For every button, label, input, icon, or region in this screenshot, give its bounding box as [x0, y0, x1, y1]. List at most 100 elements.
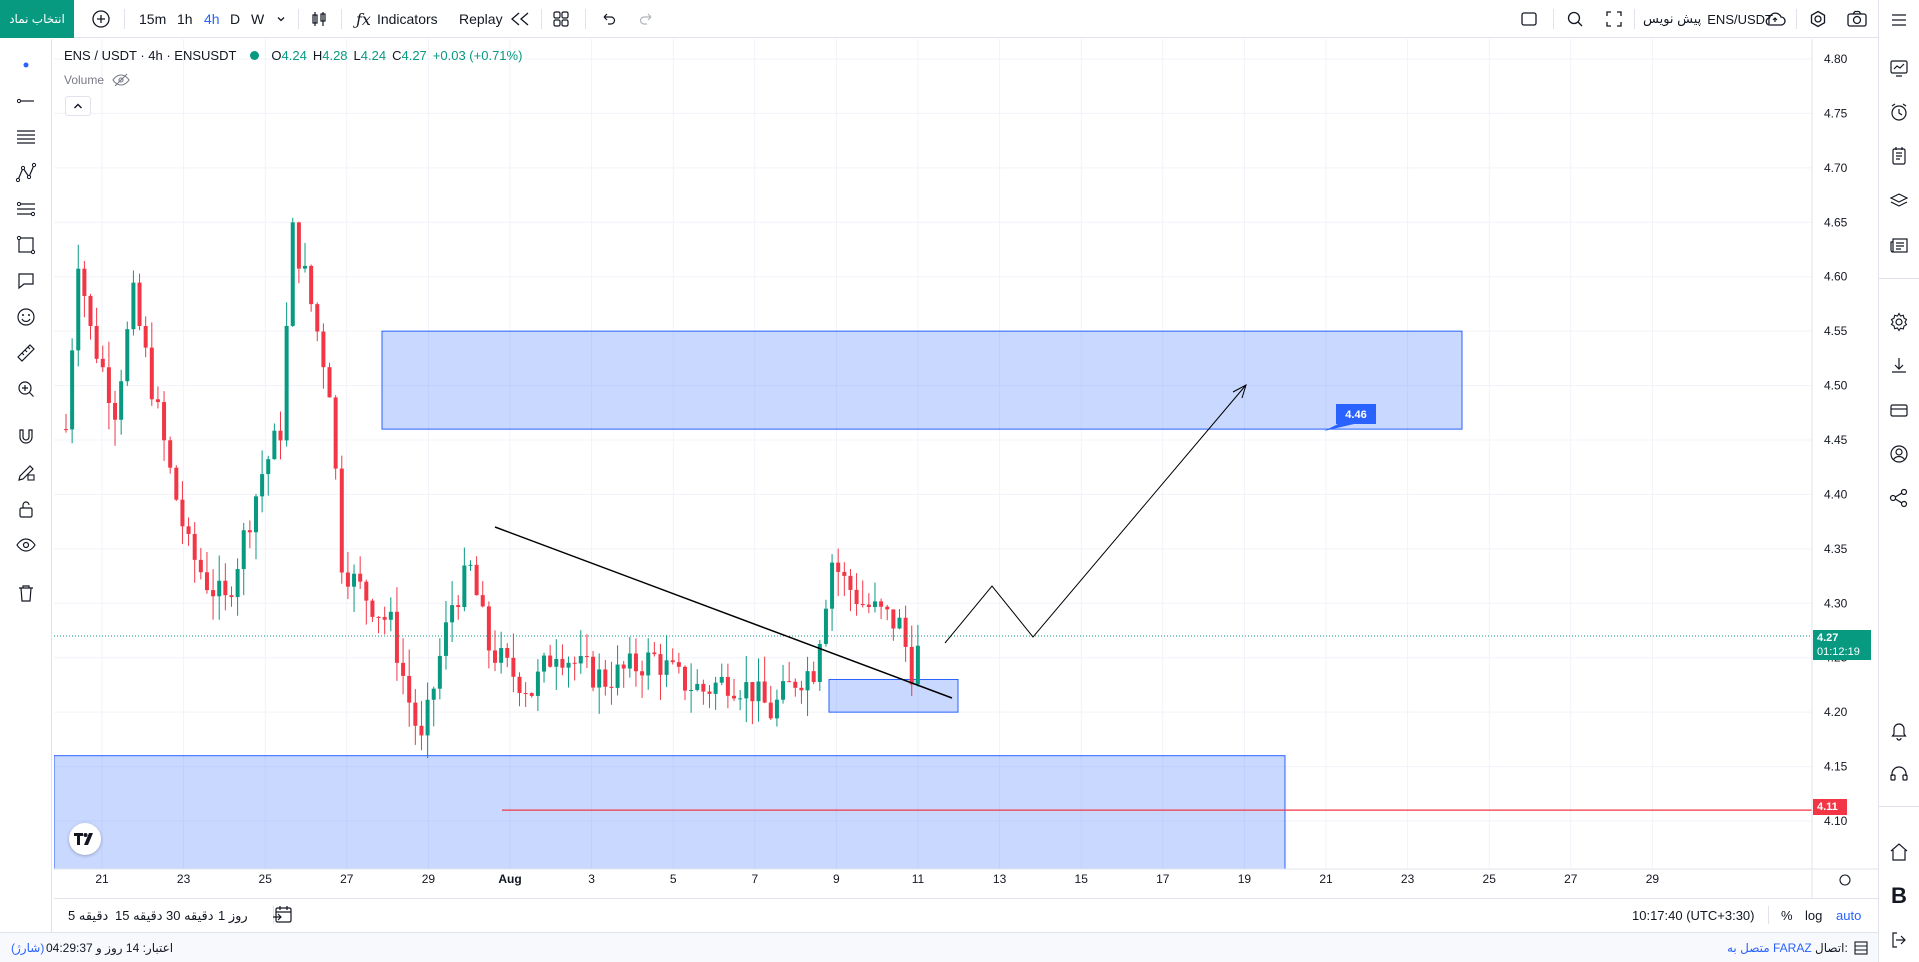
candle-body [419, 725, 424, 736]
replay-label: Replay [459, 11, 503, 27]
range-1d[interactable]: 1 روز [218, 908, 248, 923]
expand-button[interactable] [1604, 0, 1624, 38]
notes-button[interactable] [1885, 142, 1913, 170]
x-tick-label: 3 [588, 872, 595, 886]
candle-body [186, 526, 191, 534]
plus-circle-icon [92, 10, 110, 28]
x-tick-label: Aug [498, 872, 521, 886]
candle-body [125, 329, 130, 382]
symbol-select-button[interactable]: انتخاب نماد [0, 0, 74, 38]
timeframe-d[interactable]: D [230, 11, 241, 27]
news-button[interactable] [1885, 231, 1913, 259]
rewind-icon [510, 12, 529, 26]
price-chart[interactable]: 4.46 4.80 4.75 4.70 4.65 4.60 4.55 4.50 4.45 4.4… [54, 39, 1878, 898]
timeframe-1h[interactable]: 1h [177, 11, 193, 27]
layers-button[interactable] [1885, 187, 1913, 215]
eye-off-icon[interactable] [112, 73, 130, 87]
candle-body [879, 601, 884, 607]
ruler-icon [17, 344, 35, 362]
redo-button[interactable] [638, 0, 656, 38]
auto-toggle[interactable]: auto [1836, 908, 1862, 923]
candle-body [817, 643, 822, 683]
range-30m[interactable]: 30 دقیقه [166, 908, 214, 923]
candle-body [290, 222, 295, 326]
add-symbol-button[interactable] [90, 0, 112, 38]
chart-type-button[interactable] [309, 0, 329, 38]
download-icon [1892, 358, 1906, 373]
legend-change: +0.03 (+0.71%) [432, 48, 523, 63]
range-15m[interactable]: 15 دقیقه [115, 908, 163, 923]
tradingview-logo[interactable] [69, 823, 101, 855]
zoom-tool[interactable] [12, 375, 40, 403]
magnet-tool[interactable] [12, 423, 40, 451]
ruler-tool[interactable] [12, 339, 40, 367]
collapse-legend-button[interactable] [65, 96, 91, 116]
timeframe-15m[interactable]: 15m [139, 11, 167, 27]
undo-button[interactable] [599, 0, 617, 38]
search-zoom-icon [1567, 11, 1583, 27]
layout-button[interactable] [551, 0, 571, 38]
lock-tool[interactable] [12, 495, 40, 523]
screenshot-button[interactable] [1846, 0, 1868, 38]
chart-settings-button[interactable] [1808, 0, 1828, 38]
draw-mode-tool[interactable] [12, 459, 40, 487]
drawings-layer[interactable]: 4.46 [54, 383, 1812, 811]
callout-tool[interactable] [12, 267, 40, 295]
trend-line [494, 526, 953, 699]
candle-body [732, 695, 737, 699]
save-cloud-button[interactable] [1763, 0, 1787, 38]
broker-button[interactable]: B [1885, 882, 1913, 910]
settings-button[interactable] [1885, 308, 1913, 336]
undo-icon [603, 13, 616, 25]
share-button[interactable] [1885, 484, 1913, 512]
candle-body [376, 616, 381, 618]
watchlist-button[interactable] [1885, 54, 1913, 82]
download-button[interactable] [1885, 352, 1913, 380]
candle-body [529, 693, 534, 696]
wallet-button[interactable] [1885, 396, 1913, 424]
profile-button[interactable] [1885, 440, 1913, 468]
candle-body [333, 397, 338, 469]
alerts-button[interactable] [1885, 98, 1913, 126]
candle-body [793, 681, 798, 688]
replay-button[interactable]: Replay [459, 0, 531, 38]
rectangle-tool[interactable] [12, 231, 40, 259]
candle-body [554, 659, 559, 667]
emoji-tool[interactable] [12, 303, 40, 331]
timeframe-4h[interactable]: 4h [204, 11, 220, 27]
goto-date-button[interactable] [272, 905, 294, 928]
visibility-tool[interactable] [12, 531, 40, 559]
candle-body [627, 653, 632, 669]
timeframe-dropdown[interactable] [275, 0, 287, 38]
range-5m[interactable]: 5 دقیقه [68, 908, 109, 923]
home-icon [1890, 843, 1908, 861]
remove-drawings-tool[interactable] [12, 579, 40, 607]
calendar-arrow-icon [273, 906, 292, 923]
notifications-button[interactable] [1885, 716, 1913, 744]
logout-button[interactable] [1885, 926, 1913, 954]
percent-toggle[interactable]: % [1781, 908, 1793, 923]
news-icon [1890, 238, 1908, 253]
pattern-tool[interactable] [12, 159, 40, 187]
home-button[interactable] [1885, 838, 1913, 866]
support-button[interactable] [1885, 760, 1913, 788]
layout-name-button[interactable]: پیش نویس ENS/USDT [1643, 0, 1773, 38]
cursor-tool[interactable] [12, 51, 40, 79]
timeframe-w[interactable]: W [251, 11, 265, 27]
indicators-button[interactable]: ƒx Indicators [356, 0, 438, 38]
legend-open: 4.24 [281, 48, 307, 63]
channel-tool[interactable] [12, 195, 40, 223]
drawing-zones[interactable] [54, 330, 1463, 870]
log-toggle[interactable]: log [1805, 908, 1823, 923]
candle-body [738, 698, 743, 700]
trend-line-tool[interactable] [12, 87, 40, 115]
candle-body [572, 662, 577, 664]
fullscreen-toggle[interactable] [1519, 0, 1539, 38]
fib-tool[interactable] [12, 123, 40, 151]
projection-arrowhead [1232, 383, 1247, 399]
clock-timezone[interactable]: 10:17:40 (UTC+3:30) [1632, 908, 1755, 923]
quick-search-button[interactable] [1565, 0, 1585, 38]
menu-button[interactable] [1885, 6, 1913, 34]
candle-body [462, 565, 467, 608]
x-tick-label: 17 [1156, 872, 1170, 886]
